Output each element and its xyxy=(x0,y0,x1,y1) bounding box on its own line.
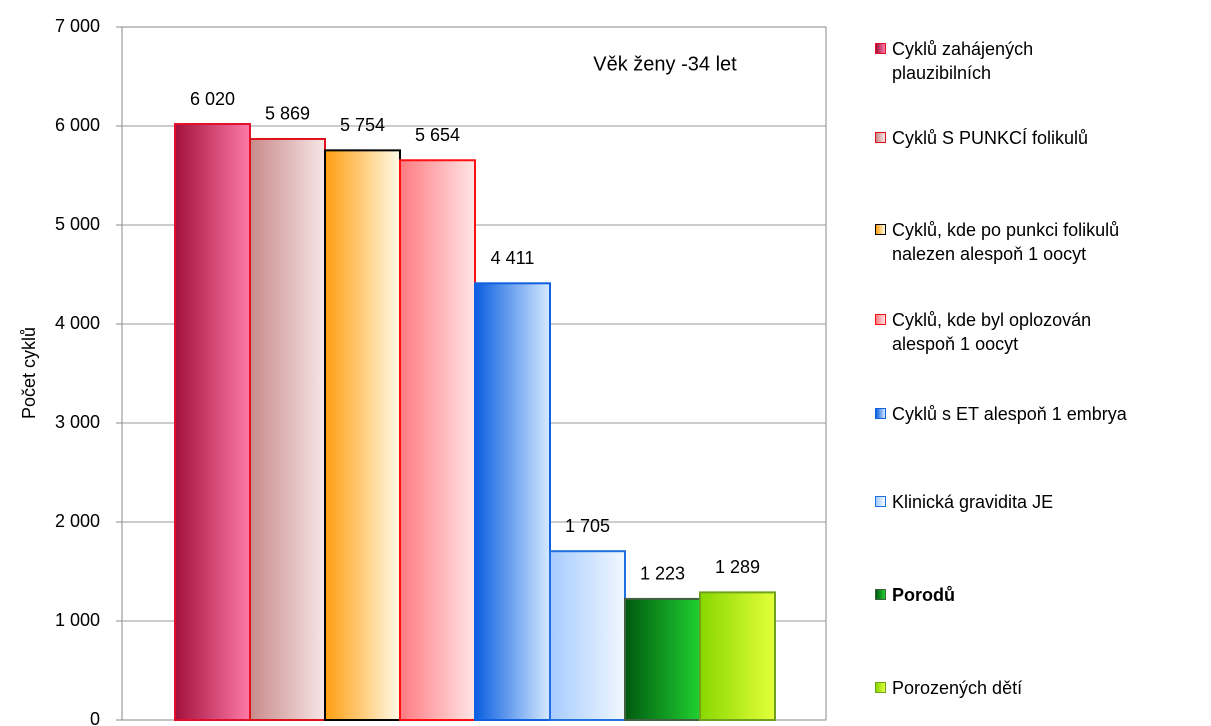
legend-label: Klinická gravidita JE xyxy=(892,492,1054,512)
bar xyxy=(474,282,551,721)
legend-swatch xyxy=(875,682,886,693)
bar xyxy=(399,159,476,721)
legend-entry: Cyklů s ET alespoň 1 embrya xyxy=(875,402,1205,426)
legend-entry: Cyklů zahájených plauzibilních xyxy=(875,37,1095,85)
legend-label: Cyklů s ET alespoň 1 embrya xyxy=(892,404,1127,424)
legend-swatch xyxy=(875,496,886,507)
bar xyxy=(624,597,701,721)
legend-swatch xyxy=(875,589,886,600)
data-label: 1 223 xyxy=(640,564,685,584)
bar xyxy=(249,137,326,721)
y-axis-label: Počet cyklů xyxy=(19,327,39,419)
y-tick-label: 2 000 xyxy=(55,511,100,531)
y-tick-label: 1 000 xyxy=(55,610,100,630)
legend-swatch xyxy=(875,132,886,143)
bar xyxy=(174,123,251,721)
data-label: 1 705 xyxy=(565,516,610,536)
y-tick-label: 5 000 xyxy=(55,214,100,234)
y-tick-label: 0 xyxy=(90,709,100,726)
legend-swatch xyxy=(875,408,886,419)
bar xyxy=(699,591,776,721)
data-label: 4 411 xyxy=(491,248,535,268)
data-label: 5 654 xyxy=(415,125,460,145)
bar xyxy=(324,149,401,721)
legend-swatch xyxy=(875,43,886,54)
legend-label: Cyklů, kde byl oplozován alespoň 1 oocyt xyxy=(892,310,1092,354)
y-tick-label: 6 000 xyxy=(55,115,100,135)
data-label: 1 289 xyxy=(715,557,760,577)
legend-entry: Klinická gravidita JE xyxy=(875,490,1205,514)
legend-label: Cyklů zahájených plauzibilních xyxy=(892,39,1034,83)
y-tick-label: 4 000 xyxy=(55,313,100,333)
legend-label: Cyklů S PUNKCÍ folikulů xyxy=(892,128,1089,148)
legend-swatch xyxy=(875,314,886,325)
bar xyxy=(549,550,626,722)
legend-label: Cyklů, kde po punkci folikulů nalezen al… xyxy=(892,220,1120,264)
legend-label: Porozených dětí xyxy=(892,678,1023,698)
data-label: 5 869 xyxy=(265,104,310,124)
y-tick-label: 3 000 xyxy=(55,412,100,432)
legend-entry: Porodů xyxy=(875,583,1205,607)
legend-entry: Cyklů, kde byl oplozován alespoň 1 oocyt xyxy=(875,308,1135,356)
data-label: 5 754 xyxy=(340,115,385,135)
y-tick-label: 7 000 xyxy=(55,16,100,36)
legend-entry: Cyklů, kde po punkci folikulů nalezen al… xyxy=(875,218,1175,266)
legend-swatch xyxy=(875,224,886,235)
data-label: 6 020 xyxy=(190,89,235,109)
legend-entry: Cyklů S PUNKCÍ folikulů xyxy=(875,126,1205,150)
chart-title: Věk ženy -34 let xyxy=(593,53,737,75)
legend-entry: Porozených dětí xyxy=(875,676,1205,700)
legend-label: Porodů xyxy=(892,585,955,605)
